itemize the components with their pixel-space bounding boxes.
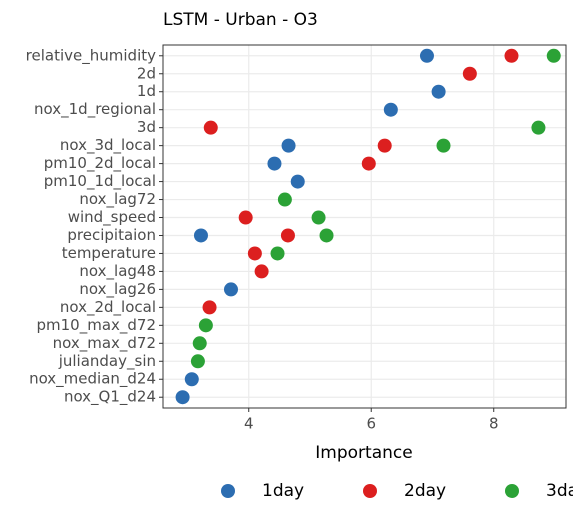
legend-label: 1day xyxy=(262,481,304,501)
legend-label: 2day xyxy=(404,481,446,501)
y-tick-label: nox_3d_local xyxy=(60,136,156,155)
y-tick-label: nox_median_d24 xyxy=(29,370,156,389)
dot xyxy=(175,390,190,405)
dot xyxy=(238,210,253,225)
dot xyxy=(504,48,519,63)
x-axis-label: Importance xyxy=(315,443,412,463)
y-tick-label: nox_Q1_d24 xyxy=(64,388,156,407)
y-tick-label: relative_humidity xyxy=(26,46,156,65)
y-tick-label: 3d xyxy=(137,118,156,136)
dot xyxy=(192,336,207,351)
dot xyxy=(203,120,218,135)
dot xyxy=(254,264,269,279)
x-tick-label: 8 xyxy=(489,415,499,433)
y-tick-label: pm10_2d_local xyxy=(44,154,156,173)
chart-title: LSTM - Urban - O3 xyxy=(163,10,318,30)
legend-swatch xyxy=(221,484,235,498)
dot xyxy=(184,372,199,387)
y-tick-label: pm10_max_d72 xyxy=(36,316,156,335)
legend-swatch xyxy=(505,484,519,498)
dot xyxy=(277,192,292,207)
dot xyxy=(270,246,285,261)
dot xyxy=(377,138,392,153)
dot xyxy=(193,228,208,243)
y-tick-label: precipitaion xyxy=(67,226,156,244)
y-tick-label: wind_speed xyxy=(68,208,156,227)
dot xyxy=(419,48,434,63)
dot xyxy=(267,156,282,171)
x-tick-label: 4 xyxy=(244,415,254,433)
y-tick-label: nox_lag72 xyxy=(79,190,156,209)
dot xyxy=(431,84,446,99)
y-tick-label: nox_2d_local xyxy=(60,298,156,317)
dot xyxy=(436,138,451,153)
dot xyxy=(319,228,334,243)
dot xyxy=(280,228,295,243)
y-tick-label: julianday_sin xyxy=(58,352,156,371)
dot xyxy=(190,354,205,369)
dot xyxy=(361,156,376,171)
y-tick-label: nox_max_d72 xyxy=(53,334,156,353)
y-tick-label: 1d xyxy=(137,82,156,100)
dot xyxy=(383,102,398,117)
y-tick-label: temperature xyxy=(62,244,156,262)
dot xyxy=(223,282,238,297)
dot xyxy=(281,138,296,153)
dot xyxy=(198,318,213,333)
y-tick-label: nox_lag26 xyxy=(79,280,156,299)
y-tick-label: nox_1d_regional xyxy=(34,100,156,119)
x-tick-label: 6 xyxy=(366,415,376,433)
dot xyxy=(290,174,305,189)
legend-label: 3day xyxy=(546,481,573,501)
panel-border xyxy=(162,44,567,409)
y-tick-label: pm10_1d_local xyxy=(44,172,156,191)
y-tick-label: 2d xyxy=(137,64,156,82)
legend-swatch xyxy=(363,484,377,498)
dot xyxy=(202,300,217,315)
dot xyxy=(462,66,477,81)
dot xyxy=(531,120,546,135)
y-tick-label: nox_lag48 xyxy=(79,262,156,281)
dot xyxy=(311,210,326,225)
dot xyxy=(247,246,262,261)
dot xyxy=(546,48,561,63)
